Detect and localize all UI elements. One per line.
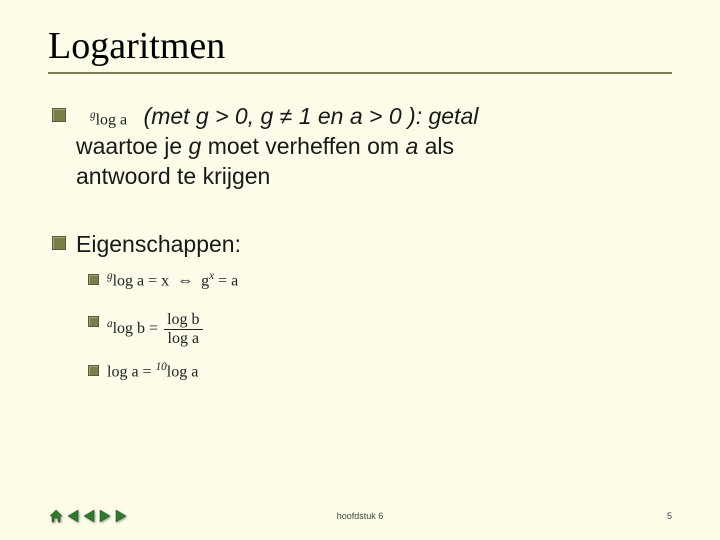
formula-2: alog b = log b log a [107,312,205,347]
bullet-icon [88,274,99,285]
properties-list: glog a = x ⇔ gx = a alog b = log b log a… [88,270,672,389]
f2-fraction: log b log a [164,312,202,347]
definition-line2: waartoe je g moet verheffen om a als [76,133,454,159]
spacer [48,200,672,230]
home-icon[interactable] [48,508,64,524]
f1-left: log a = x [113,272,170,289]
properties-header: Eigenschappen: [52,230,672,260]
properties-label: Eigenschappen: [76,230,241,260]
definition-condition: (met g > 0, g ≠ 1 en a > 0 ): getal [144,103,479,129]
property-item-3: log a = 10log a [88,361,672,389]
definition-line3: antwoord te krijgen [76,163,270,189]
f2-num: log b [164,312,202,330]
footer-chapter: hoofdstuk 6 [337,511,384,521]
formula-1: glog a = x ⇔ gx = a [107,270,238,290]
property-item-2: alog b = log b log a [88,312,672,347]
f3-super: 10 [156,361,167,373]
footer-page-number: 5 [667,511,672,521]
slide-title: Logaritmen [48,24,672,74]
definition-text: glog a (met g > 0, g ≠ 1 en a > 0 ): get… [76,102,478,192]
slide-container: Logaritmen glog a (met g > 0, g ≠ 1 en a… [0,0,720,540]
prev-fast-icon[interactable] [66,508,80,524]
f3-left: log a = [107,363,156,380]
f1-req: = a [214,272,238,289]
formula-3: log a = 10log a [107,361,198,381]
bullet-icon [88,316,99,327]
bullet-icon [52,236,66,250]
cond-italic: (met g > 0, g ≠ 1 en a > 0 ): getal [144,103,479,129]
f1-rbase: g [201,272,209,289]
nav-controls [48,508,128,524]
f1-iff: ⇔ [177,272,193,289]
footer-bar: hoofdstuk 6 5 [48,508,672,524]
f2-den: log a [164,330,202,347]
definition-formula: glog a [90,108,127,131]
f3-right: log a [167,363,199,380]
bullet-icon [88,365,99,376]
formula-body: log a [96,111,128,128]
property-item-1: glog a = x ⇔ gx = a [88,270,672,298]
next-fast-icon[interactable] [114,508,128,524]
bullet-icon [52,108,66,122]
definition-item: glog a (met g > 0, g ≠ 1 en a > 0 ): get… [52,102,672,192]
prev-icon[interactable] [82,508,96,524]
f2-left: log b = [113,320,162,337]
next-icon[interactable] [98,508,112,524]
